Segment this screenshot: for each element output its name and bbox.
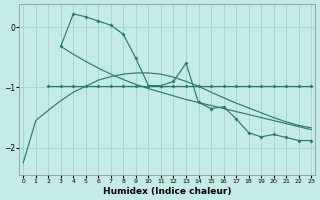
X-axis label: Humidex (Indice chaleur): Humidex (Indice chaleur) [103,187,231,196]
